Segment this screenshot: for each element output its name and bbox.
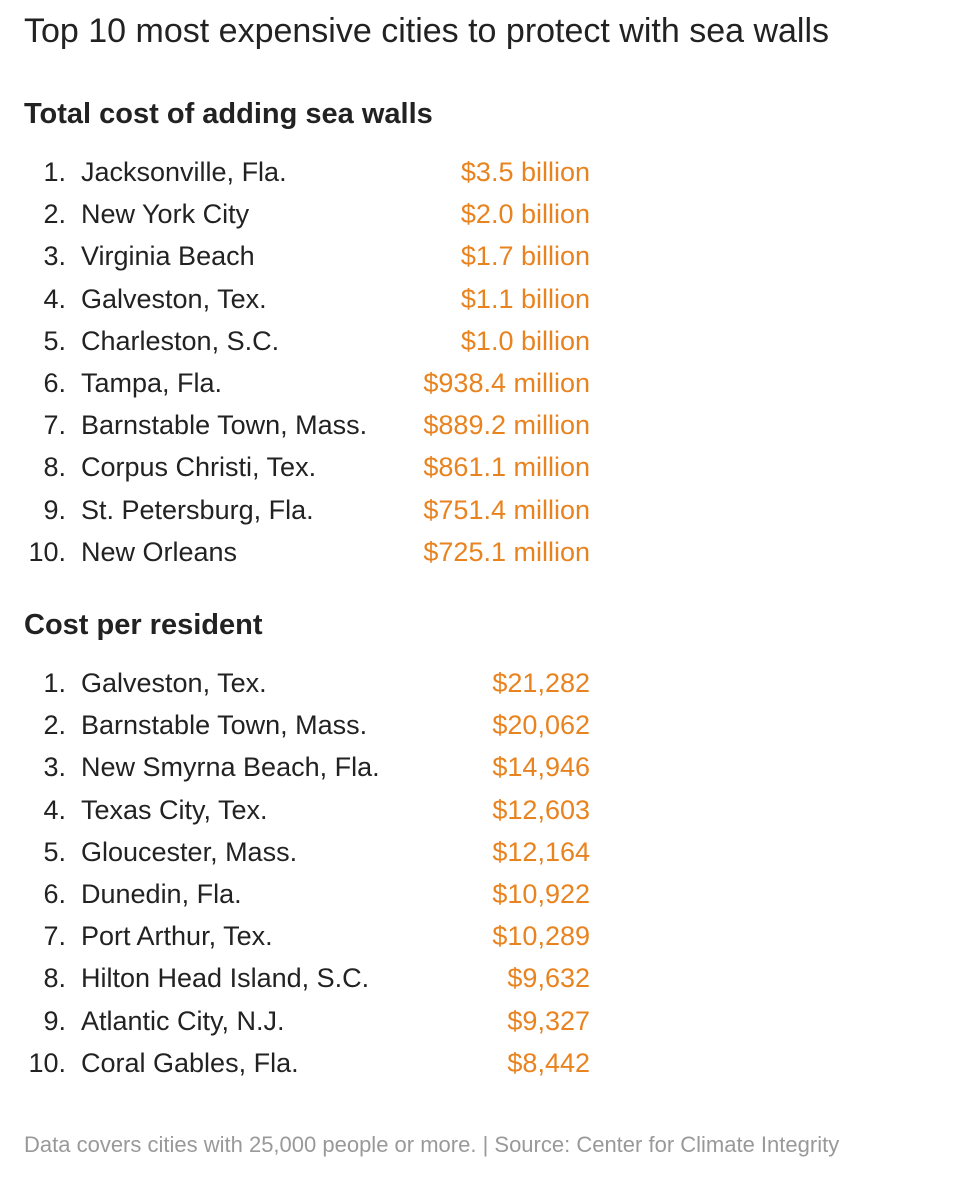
rank: 8. xyxy=(43,452,66,483)
city-name: Tampa, Fla. xyxy=(81,368,223,398)
rank: 3. xyxy=(43,241,66,272)
city-name: Corpus Christi, Tex. xyxy=(81,452,317,483)
cost-value: $938.4 million xyxy=(423,368,590,398)
rank: 3. xyxy=(43,752,66,783)
city-name: Barnstable Town, Mass. xyxy=(81,410,368,441)
footer-note: Data covers cities with 25,000 people or… xyxy=(24,1132,840,1157)
city-name: Barnstable Town, Mass. xyxy=(81,710,368,741)
city-name: St. Petersburg, Fla. xyxy=(81,494,314,525)
city-name: New Orleans xyxy=(81,536,238,567)
cost-value: $9,632 xyxy=(507,963,590,994)
section-heading: Total cost of adding sea walls xyxy=(24,98,433,130)
city-name: Jacksonville, Fla. xyxy=(81,157,287,187)
rank: 2. xyxy=(43,710,66,741)
cost-value: $12,164 xyxy=(492,836,590,867)
rank: 9. xyxy=(43,1005,66,1036)
cost-value: $1.1 billion xyxy=(460,283,590,314)
city-name: New Smyrna Beach, Fla. xyxy=(81,752,380,783)
rank: 6. xyxy=(43,879,66,909)
cost-value: $21,282 xyxy=(492,668,590,698)
city-name: Hilton Head Island, S.C. xyxy=(81,963,370,994)
rank: 10. xyxy=(28,536,66,567)
rank: 4. xyxy=(43,283,66,314)
rank: 5. xyxy=(43,836,66,867)
cost-value: $9,327 xyxy=(507,1005,590,1036)
cost-value: $14,946 xyxy=(492,752,590,783)
city-name: Texas City, Tex. xyxy=(81,794,268,825)
cost-value: $20,062 xyxy=(492,710,590,741)
cost-value: $10,922 xyxy=(492,879,590,909)
cost-value: $751.4 million xyxy=(423,494,590,525)
rank: 8. xyxy=(43,963,66,994)
cost-value: $861.1 million xyxy=(423,452,590,483)
cost-value: $8,442 xyxy=(507,1047,590,1078)
rank: 1. xyxy=(43,668,66,698)
city-name: Galveston, Tex. xyxy=(81,283,267,314)
rank: 1. xyxy=(43,157,66,187)
title: Top 10 most expensive cities to protect … xyxy=(24,12,830,50)
rank: 7. xyxy=(43,921,66,952)
cost-value: $1.0 billion xyxy=(460,325,590,356)
section-heading: Cost per resident xyxy=(24,609,263,641)
cost-value: $1.7 billion xyxy=(460,241,590,272)
city-name: Dunedin, Fla. xyxy=(81,879,242,909)
rank: 7. xyxy=(43,410,66,441)
city-name: Coral Gables, Fla. xyxy=(81,1047,299,1078)
rank: 9. xyxy=(43,494,66,525)
cost-value: $2.0 billion xyxy=(460,199,590,230)
city-name: Gloucester, Mass. xyxy=(81,836,298,867)
cost-value: $10,289 xyxy=(492,921,590,952)
cost-value: $12,603 xyxy=(492,794,590,825)
rank: 5. xyxy=(43,325,66,356)
city-name: Atlantic City, N.J. xyxy=(81,1005,285,1036)
rank: 10. xyxy=(28,1047,66,1078)
cost-value: $725.1 million xyxy=(423,536,590,567)
cost-value: $889.2 million xyxy=(423,410,590,441)
cost-value: $3.5 billion xyxy=(460,157,590,187)
city-name: New York City xyxy=(81,199,250,230)
city-name: Port Arthur, Tex. xyxy=(81,921,273,952)
rank: 4. xyxy=(43,794,66,825)
city-name: Charleston, S.C. xyxy=(81,325,280,356)
city-name: Virginia Beach xyxy=(81,241,255,272)
rank: 2. xyxy=(43,199,66,230)
city-name: Galveston, Tex. xyxy=(81,668,267,698)
rank: 6. xyxy=(43,368,66,398)
